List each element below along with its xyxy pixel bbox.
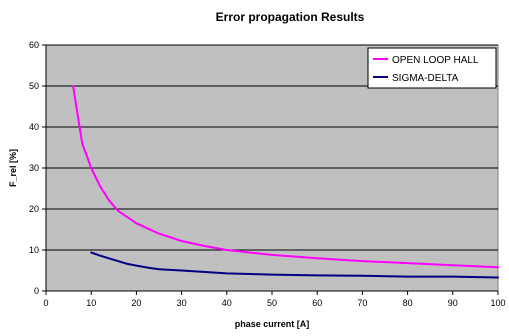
x-tick-label: 20 <box>131 298 141 308</box>
y-axis-label: F_rel [%] <box>8 149 18 187</box>
x-tick-label: 0 <box>43 298 48 308</box>
series-layer <box>72 85 499 279</box>
x-axis-label: phase current [A] <box>235 319 310 329</box>
y-tick-label: 50 <box>29 81 39 91</box>
x-tick-label: 10 <box>86 298 96 308</box>
y-tick-label: 30 <box>29 163 39 173</box>
x-tick-label: 60 <box>312 298 322 308</box>
y-tick-label: 0 <box>34 286 39 296</box>
y-tick-label: 60 <box>29 40 39 50</box>
series-line-open-loop-hall <box>72 85 499 269</box>
axes <box>42 44 499 295</box>
series-line-sigma-delta <box>90 251 499 279</box>
legend-box <box>367 47 497 89</box>
x-tick-label: 100 <box>490 298 505 308</box>
legend-label-sigma-delta: SIGMA-DELTA <box>392 73 459 84</box>
y-tick-labels: 0 10 20 30 40 50 60 <box>29 40 39 296</box>
x-tick-labels: 0 10 20 30 40 50 60 70 80 90 100 <box>43 298 505 308</box>
legend: OPEN LOOP HALL SIGMA-DELTA <box>367 47 497 89</box>
legend-label-open-loop-hall: OPEN LOOP HALL <box>392 55 479 66</box>
x-tick-label: 70 <box>357 298 367 308</box>
x-tick-label: 30 <box>177 298 187 308</box>
gridlines <box>46 44 498 251</box>
y-tick-label: 40 <box>29 122 39 132</box>
y-tick-label: 20 <box>29 204 39 214</box>
chart-title: Error propagation Results <box>216 10 365 24</box>
x-tick-label: 40 <box>222 298 232 308</box>
y-tick-label: 10 <box>29 245 39 255</box>
x-tick-label: 90 <box>448 298 458 308</box>
x-tick-label: 80 <box>403 298 413 308</box>
x-tick-label: 50 <box>267 298 277 308</box>
